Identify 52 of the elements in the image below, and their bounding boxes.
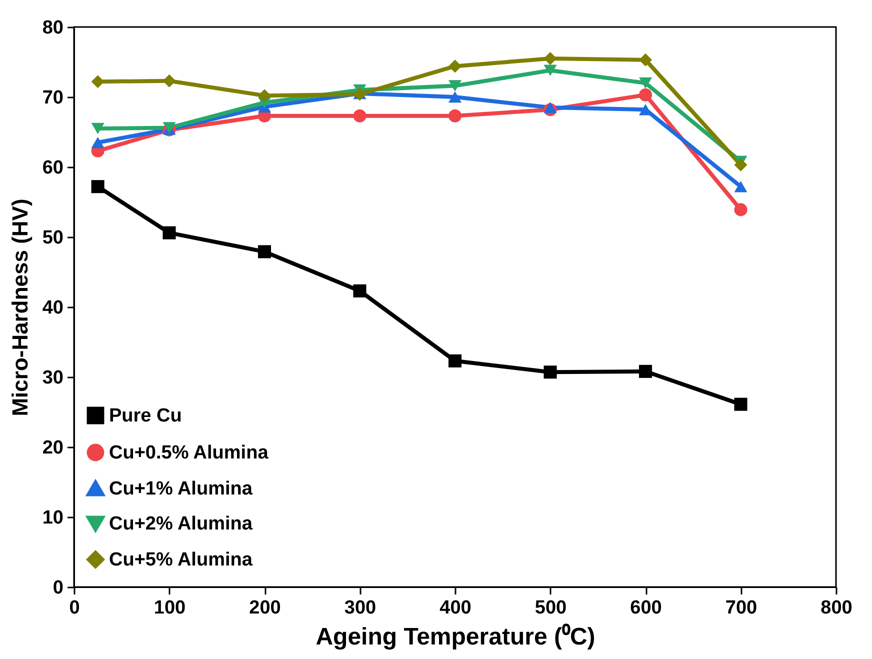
y-tick-label: 40 (42, 298, 64, 318)
point (91, 136, 104, 148)
point (734, 180, 748, 192)
x-tick-label: 700 (725, 598, 758, 618)
y-tick-label: 0 (52, 578, 64, 598)
point (448, 109, 462, 122)
point (638, 88, 652, 102)
y-tick-label: 70 (42, 88, 64, 108)
point (544, 102, 557, 114)
point (544, 52, 557, 66)
point (734, 398, 748, 411)
y-tick-label: 20 (42, 438, 64, 458)
x-tick-label: 200 (249, 598, 281, 618)
x-tick-label: 600 (630, 598, 662, 618)
y-tick-label: 10 (42, 508, 64, 528)
point (258, 89, 272, 102)
x-axis-title: Ageing Temperature (⁰C) (316, 624, 596, 650)
legend-label: Pure Cu (109, 406, 182, 426)
point (448, 91, 462, 103)
point (544, 366, 557, 379)
point (91, 75, 104, 88)
point (91, 180, 104, 194)
point (258, 245, 272, 258)
x-tick-label: 500 (534, 598, 567, 618)
x-tick-label: 0 (69, 598, 80, 618)
point (638, 364, 652, 378)
point (448, 354, 462, 368)
x-tick-label: 400 (440, 598, 472, 618)
x-tick-label: 300 (344, 598, 376, 618)
y-tick-label: 30 (42, 368, 64, 388)
point (162, 226, 176, 240)
point (638, 77, 652, 89)
point (353, 284, 366, 298)
point (448, 60, 462, 73)
x-tick-label: 800 (820, 598, 852, 618)
y-tick-label: 50 (42, 228, 64, 248)
point (448, 80, 462, 92)
point (91, 122, 104, 134)
y-tick-label: 60 (42, 158, 64, 178)
point (544, 64, 557, 76)
point (162, 74, 176, 88)
point (638, 53, 652, 66)
legend-label: Cu+2% Alumina (109, 514, 253, 534)
y-axis-title: Micro-Hardness (HV) (7, 198, 32, 416)
legend-label: Cu+1% Alumina (109, 478, 253, 500)
y-tick-label: 80 (42, 18, 64, 38)
x-tick-label: 100 (154, 598, 186, 618)
legend-label: Cu+0.5% Alumina (109, 442, 269, 464)
legend-label: Cu+5% Alumina (109, 550, 253, 570)
point (353, 109, 366, 122)
point (734, 203, 748, 216)
point (734, 158, 748, 172)
